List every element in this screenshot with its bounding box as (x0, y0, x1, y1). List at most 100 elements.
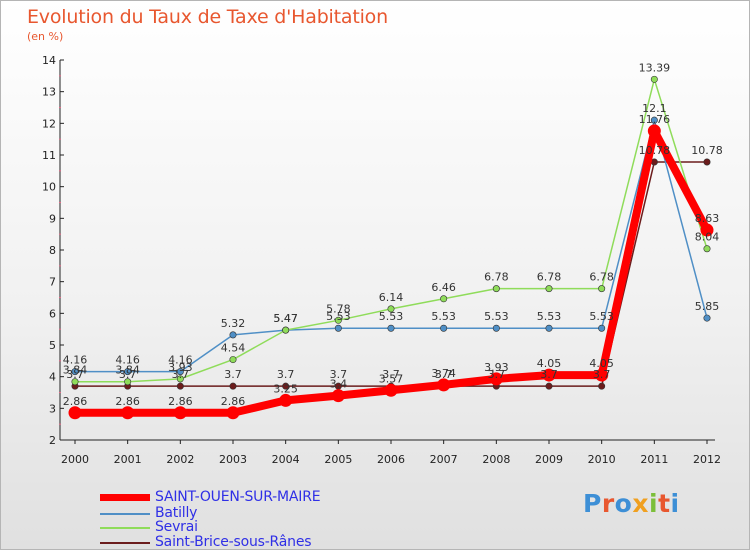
y-tick-label: 6 (49, 307, 56, 320)
y-tick-label: 5 (49, 339, 56, 352)
data-point (703, 158, 711, 166)
data-point (176, 368, 184, 376)
data-label: 13.39 (639, 61, 671, 74)
y-tick-label: 9 (49, 212, 56, 225)
data-point (226, 406, 240, 420)
data-point (229, 331, 237, 339)
data-label: 6.46 (431, 281, 456, 294)
data-point (542, 368, 556, 382)
data-label: 2.86 (63, 395, 88, 408)
data-point (71, 378, 79, 386)
data-label: 4.05 (589, 357, 614, 370)
data-point (229, 356, 237, 364)
data-label: 2.86 (221, 395, 246, 408)
data-label: 8.63 (695, 212, 720, 225)
data-point (489, 372, 503, 386)
logo-letter: i (649, 489, 659, 518)
data-point (121, 406, 135, 420)
data-label: 5.53 (484, 310, 509, 323)
data-point (173, 406, 187, 420)
data-point (492, 285, 500, 293)
legend-label: Batilly (155, 505, 198, 521)
x-tick-label: 2008 (482, 453, 510, 466)
data-label: 8.04 (695, 231, 720, 244)
data-point (545, 324, 553, 332)
data-point (176, 382, 184, 390)
y-tick-label: 7 (49, 276, 56, 289)
data-label: 4.05 (537, 357, 562, 370)
chart-subtitle: (en %) (27, 30, 64, 43)
data-label: 3.7 (382, 368, 400, 381)
legend-label: Sevrai (155, 519, 198, 535)
data-label: 6.78 (484, 271, 509, 284)
logo-letter: P (583, 489, 602, 518)
data-label: 3.74 (431, 367, 456, 380)
data-label: 3.7 (66, 368, 84, 381)
legend-swatch (100, 542, 150, 544)
data-label: 6.78 (537, 271, 562, 284)
y-tick-label: 13 (42, 86, 56, 99)
legend-swatch (100, 494, 150, 501)
data-label: 3.57 (379, 372, 404, 385)
data-point (437, 378, 451, 392)
legend-label: Saint-Brice-sous-Rânes (155, 534, 312, 550)
data-label: 2.86 (168, 395, 193, 408)
data-label: 3.84 (115, 364, 140, 377)
data-point (703, 245, 711, 253)
x-tick-label: 2004 (272, 453, 300, 466)
data-point (650, 116, 658, 124)
data-point (334, 316, 342, 324)
logo-letter: i (670, 489, 680, 518)
data-point (124, 378, 132, 386)
data-label: 3.93 (168, 361, 193, 374)
data-label: 3.7 (224, 368, 242, 381)
x-tick-label: 2002 (166, 453, 194, 466)
data-label: 5.47 (273, 312, 298, 325)
logo-letter: x (632, 489, 649, 518)
data-point (279, 393, 293, 407)
y-tick-label: 8 (49, 244, 56, 257)
data-label: 10.78 (639, 144, 671, 157)
chart-title: Evolution du Taux de Taxe d'Habitation (27, 6, 388, 28)
x-tick-label: 2001 (114, 453, 142, 466)
data-label: 5.32 (221, 317, 246, 330)
data-label: 5.53 (379, 310, 404, 323)
data-point (700, 223, 714, 237)
legend-swatch (100, 513, 150, 515)
x-tick-label: 2012 (693, 453, 721, 466)
x-tick-label: 2010 (588, 453, 616, 466)
data-label: 3.7 (172, 368, 190, 381)
x-tick-label: 2007 (430, 453, 458, 466)
proxiti-logo: Proxiti (583, 489, 680, 518)
logo-letter: t (658, 489, 671, 518)
data-label: 4.16 (115, 354, 140, 367)
y-tick-label: 12 (42, 117, 56, 130)
data-label: 3.7 (593, 368, 611, 381)
data-point (598, 382, 606, 390)
data-label: 11.76 (639, 113, 671, 126)
data-point (545, 285, 553, 293)
x-tick-label: 2009 (535, 453, 563, 466)
data-point (331, 389, 345, 403)
data-point (334, 324, 342, 332)
data-point (387, 305, 395, 313)
data-point (650, 75, 658, 83)
data-point (387, 324, 395, 332)
x-tick-label: 2011 (640, 453, 668, 466)
x-tick-label: 2003 (219, 453, 247, 466)
y-tick-label: 14 (42, 54, 56, 67)
data-label: 4.16 (168, 354, 193, 367)
data-label: 5.47 (273, 312, 298, 325)
data-point (545, 382, 553, 390)
data-label: 4.16 (63, 354, 88, 367)
data-label: 5.53 (537, 310, 562, 323)
data-label: 3.4 (330, 378, 348, 391)
data-point (384, 383, 398, 397)
logo-letter: o (614, 489, 633, 518)
data-point (440, 295, 448, 303)
data-point (229, 382, 237, 390)
data-label: 5.78 (326, 302, 351, 315)
data-label: 3.7 (119, 368, 137, 381)
x-tick-label: 2006 (377, 453, 405, 466)
